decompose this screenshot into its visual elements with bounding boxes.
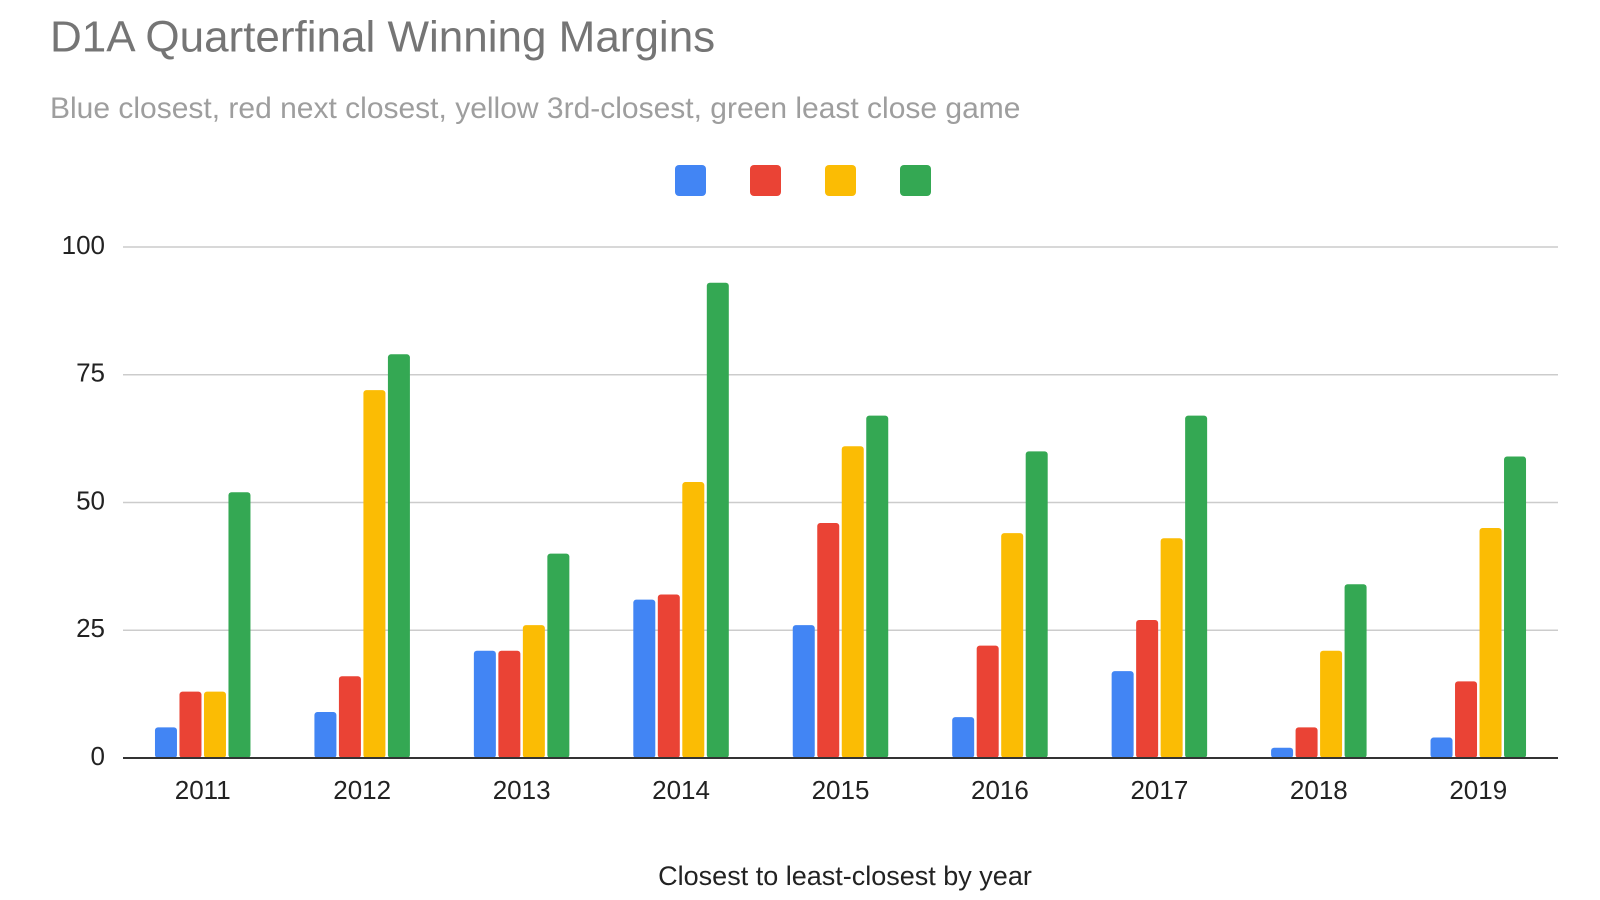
bar	[706, 282, 729, 758]
bar	[179, 691, 202, 758]
y-tick-label: 75	[76, 358, 105, 388]
bar	[1295, 727, 1318, 758]
bar	[1160, 538, 1183, 758]
x-tick-label: 2018	[1290, 775, 1348, 805]
bar	[657, 594, 680, 758]
bar	[976, 645, 999, 758]
legend-swatch	[900, 165, 931, 196]
x-tick-label: 2013	[493, 775, 551, 805]
chart-subtitle: Blue closest, red next closest, yellow 3…	[50, 92, 1020, 125]
x-tick-label: 2014	[652, 775, 710, 805]
y-tick-label: 50	[76, 485, 105, 515]
bar	[1136, 620, 1159, 758]
x-tick-label: 2016	[971, 775, 1029, 805]
bar	[1455, 681, 1478, 758]
x-tick-label: 2012	[333, 775, 391, 805]
bar	[792, 625, 815, 758]
legend-swatch	[750, 165, 781, 196]
bar	[633, 599, 656, 758]
bar	[473, 650, 496, 758]
bar	[682, 482, 705, 758]
bar	[363, 390, 386, 758]
bar	[1185, 415, 1208, 758]
bar	[841, 446, 864, 758]
legend-swatch	[675, 165, 706, 196]
bar	[1271, 747, 1294, 758]
bar	[203, 691, 226, 758]
bar	[1344, 584, 1367, 758]
y-tick-label: 100	[62, 230, 105, 260]
bar	[314, 712, 337, 758]
bar	[952, 717, 975, 758]
bar	[387, 354, 410, 758]
bar	[338, 676, 361, 758]
x-tick-label: 2011	[175, 775, 231, 805]
y-tick-label: 0	[91, 741, 105, 771]
x-axis-title: Closest to least-closest by year	[658, 861, 1032, 891]
x-tick-label: 2015	[812, 775, 870, 805]
bar	[1320, 650, 1343, 758]
bar	[1479, 528, 1502, 758]
x-tick-label: 2019	[1449, 775, 1507, 805]
bar	[547, 553, 570, 758]
bar	[1025, 451, 1048, 758]
bar	[1430, 737, 1453, 758]
bar	[154, 727, 177, 758]
bar	[1111, 671, 1134, 758]
bar	[1504, 456, 1527, 758]
legend-swatch	[825, 165, 856, 196]
y-tick-label: 25	[76, 613, 105, 643]
bar	[228, 492, 251, 758]
bar	[817, 522, 840, 758]
bar	[866, 415, 889, 758]
bar	[498, 650, 521, 758]
bar	[522, 625, 545, 758]
x-tick-label: 2017	[1130, 775, 1188, 805]
bar	[1001, 533, 1024, 758]
chart-title: D1A Quarterfinal Winning Margins	[50, 13, 715, 62]
